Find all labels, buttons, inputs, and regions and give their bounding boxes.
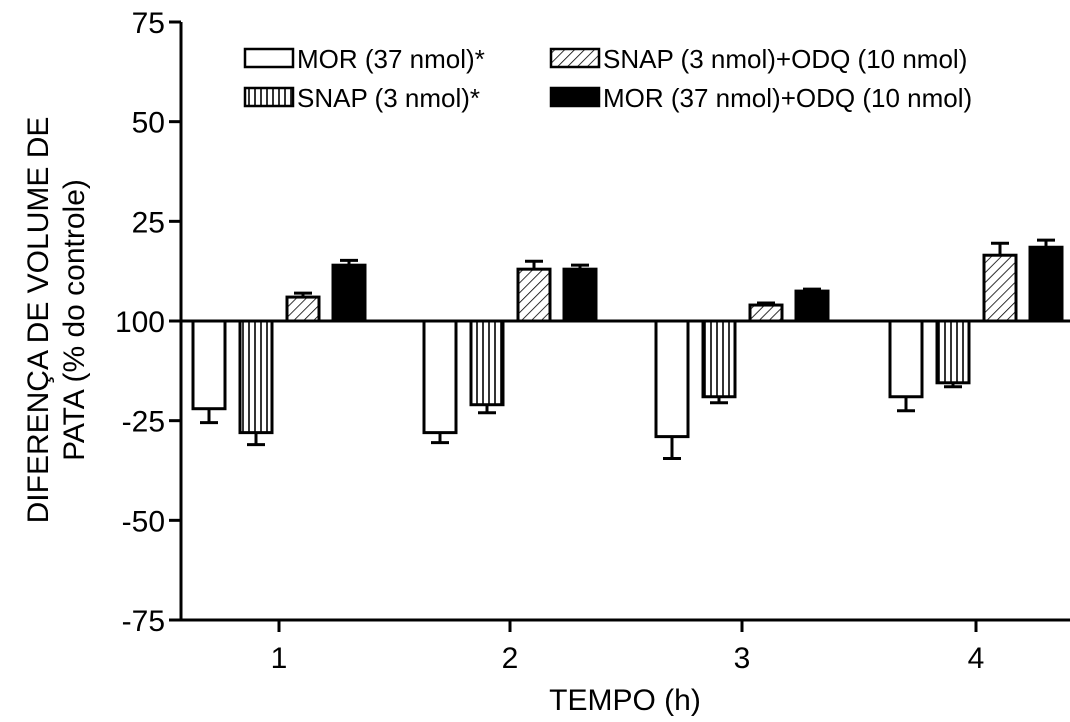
bar [1028, 245, 1064, 323]
bar [469, 319, 505, 407]
bar [562, 267, 598, 323]
x-tick-label: 3 [734, 642, 751, 675]
plot-area: 75 50 25 100 -25 -50 -75 1 2 3 4 [115, 7, 1070, 675]
legend-swatch [549, 86, 601, 108]
bar [285, 295, 321, 323]
y-tick-label: -75 [122, 605, 165, 638]
bar [935, 319, 971, 385]
bar [701, 319, 737, 399]
x-axis-title: TEMPO (h) [549, 684, 701, 717]
legend-swatch [549, 47, 601, 69]
bar [331, 263, 367, 323]
legend-label: SNAP (3 nmol)* [297, 83, 480, 113]
legend-label: SNAP (3 nmol)+ODQ (10 nmol) [603, 44, 967, 74]
y-tick-label: -25 [122, 406, 165, 439]
y-tick-label: 75 [132, 7, 165, 40]
x-tick-label: 1 [271, 642, 288, 675]
legend: MOR (37 nmol)* SNAP (3 nmol)* SNAP (3 nmol… [243, 44, 972, 113]
bar [516, 267, 552, 323]
x-tick-label: 2 [502, 642, 519, 675]
x-tick-label: 4 [968, 642, 985, 675]
y-tick-label: 100 [115, 306, 165, 339]
bar [748, 303, 784, 323]
legend-label: MOR (37 nmol)* [297, 44, 485, 74]
y-tick-label: -50 [122, 505, 165, 538]
y-tick-label: 50 [132, 107, 165, 140]
bar [422, 319, 458, 435]
bar [191, 319, 227, 411]
bar [654, 319, 690, 439]
bar [794, 289, 830, 323]
bar [982, 253, 1018, 323]
legend-swatch [243, 47, 295, 69]
y-axis-title-line2: PATA (% do controle) [58, 179, 91, 461]
legend-label: MOR (37 nmol)+ODQ (10 nmol) [603, 83, 972, 113]
y-tick-label: 25 [132, 206, 165, 239]
bar [888, 319, 924, 399]
legend-swatch [243, 86, 295, 108]
y-axis-title-line1: DIFERENÇA DE VOLUME DE [22, 117, 55, 524]
bar [238, 319, 274, 435]
